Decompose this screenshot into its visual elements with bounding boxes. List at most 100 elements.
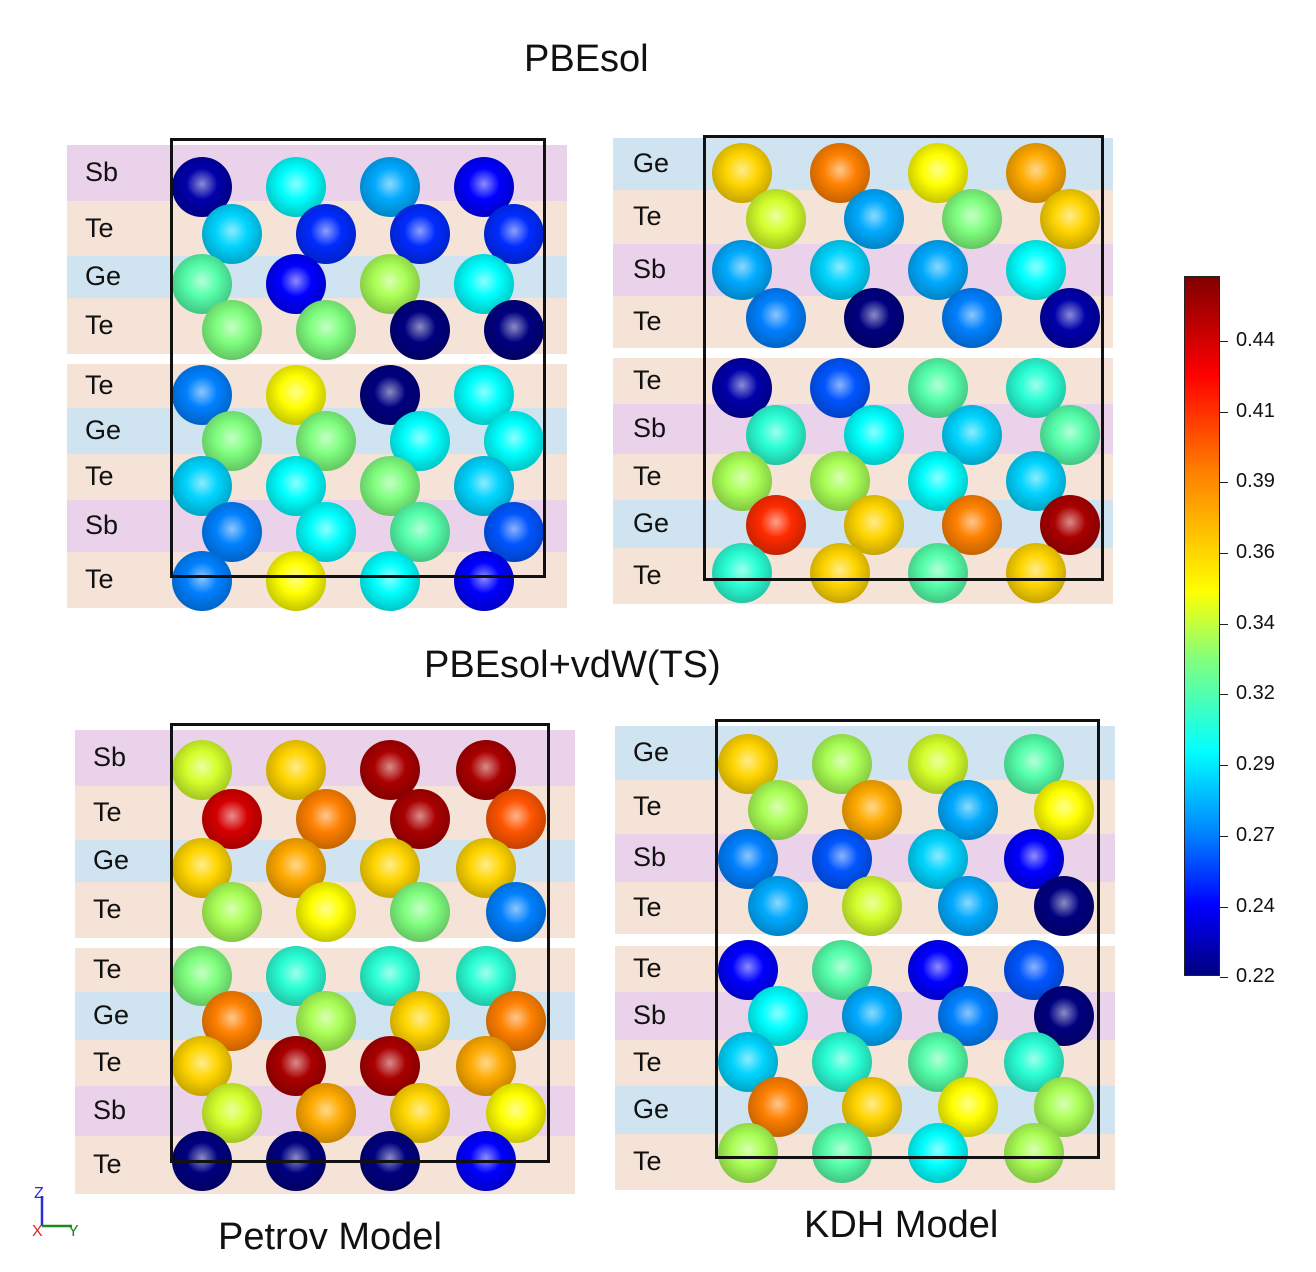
- colorbar-tick: [1220, 482, 1228, 483]
- axis-z-label: Z: [34, 1186, 44, 1202]
- layer-label: Sb: [633, 842, 667, 872]
- title-pbesol: PBEsol: [524, 38, 649, 80]
- atom: [1004, 1123, 1064, 1183]
- atom: [746, 189, 806, 249]
- colorbar-tick: [1220, 412, 1228, 413]
- atom: [360, 1131, 420, 1191]
- title-pbesol-vdw: PBEsol+vdW(TS): [424, 644, 721, 686]
- colorbar-tick-label: 0.22: [1236, 965, 1275, 987]
- layer-label: Te: [85, 212, 114, 243]
- layer-label: Te: [633, 306, 662, 336]
- colorbar-tick-label: 0.32: [1236, 682, 1275, 704]
- colorbar: [1184, 276, 1220, 976]
- layer-label: Te: [85, 310, 114, 340]
- title-petrov-model: Petrov Model: [218, 1216, 442, 1258]
- atom: [1034, 876, 1094, 936]
- layer-label: Te: [85, 564, 114, 594]
- axis-x-label: X: [32, 1223, 43, 1240]
- atom: [266, 551, 326, 611]
- atom: [486, 882, 546, 942]
- atom: [842, 876, 902, 936]
- atom: [390, 300, 450, 360]
- atom: [202, 204, 262, 264]
- colorbar-tick: [1220, 907, 1228, 908]
- colorbar-tick: [1220, 341, 1228, 342]
- colorbar-tick-label: 0.41: [1236, 400, 1275, 422]
- layer-label: Ge: [85, 415, 122, 445]
- layer-label: Te: [633, 461, 662, 491]
- layer-label: Te: [93, 797, 122, 827]
- colorbar-tick: [1220, 553, 1228, 554]
- layer-label: Te: [633, 560, 662, 590]
- layer-label: Te: [633, 892, 662, 922]
- atom: [712, 543, 772, 603]
- atom: [718, 1123, 778, 1183]
- atom: [1040, 495, 1100, 555]
- axis-y-label: Y: [68, 1223, 79, 1240]
- layer-label: Sb: [85, 157, 119, 187]
- atom: [390, 882, 450, 942]
- atom: [844, 495, 904, 555]
- layer-label: Te: [85, 461, 114, 491]
- atom: [360, 551, 420, 611]
- layer-label: Te: [93, 954, 122, 984]
- colorbar-tick-label: 0.24: [1236, 895, 1275, 917]
- atom: [942, 288, 1002, 348]
- colorbar-tick: [1220, 836, 1228, 837]
- atom: [1006, 543, 1066, 603]
- atom: [844, 189, 904, 249]
- colorbar-tick: [1220, 765, 1228, 766]
- atom: [812, 1123, 872, 1183]
- atom: [484, 300, 544, 360]
- colorbar-tick-label: 0.27: [1236, 824, 1275, 846]
- layer-label: Te: [633, 1047, 662, 1077]
- layer-label: Ge: [633, 737, 670, 767]
- layer-label: Sb: [93, 1095, 127, 1125]
- layer-label: Sb: [633, 1000, 667, 1030]
- atom: [746, 495, 806, 555]
- layer-label: Sb: [633, 254, 667, 284]
- atom: [942, 189, 1002, 249]
- layer-label: Te: [93, 1047, 122, 1077]
- layer-label: Te: [93, 1149, 122, 1179]
- atom: [1040, 288, 1100, 348]
- colorbar-tick-label: 0.29: [1236, 753, 1275, 775]
- atom: [296, 882, 356, 942]
- layer-label: Sb: [633, 413, 667, 443]
- colorbar-tick: [1220, 977, 1228, 978]
- layer-label: Te: [93, 894, 122, 924]
- title-kdh-model: KDH Model: [804, 1204, 999, 1246]
- layer-label: Te: [633, 201, 662, 231]
- atom: [296, 204, 356, 264]
- atom: [1040, 189, 1100, 249]
- layer-label: Te: [633, 1146, 662, 1176]
- atom: [942, 495, 1002, 555]
- layer-label: Ge: [633, 148, 670, 178]
- colorbar-tick-label: 0.44: [1236, 329, 1275, 351]
- atom: [202, 882, 262, 942]
- atom: [746, 288, 806, 348]
- layer-label: Ge: [93, 845, 130, 875]
- atom: [202, 300, 262, 360]
- layer-label: Ge: [85, 261, 122, 291]
- layer-label: Sb: [85, 510, 119, 540]
- atom: [172, 551, 232, 611]
- colorbar-tick: [1220, 694, 1228, 695]
- atom: [748, 876, 808, 936]
- atom: [390, 204, 450, 264]
- atom: [908, 543, 968, 603]
- layer-label: Sb: [93, 742, 127, 772]
- atom: [266, 1131, 326, 1191]
- colorbar-tick-label: 0.34: [1236, 612, 1275, 634]
- colorbar-tick: [1220, 624, 1228, 625]
- atom: [484, 204, 544, 264]
- axes-triad-icon: Z X Y: [32, 1186, 79, 1240]
- atom: [296, 300, 356, 360]
- atom: [938, 876, 998, 936]
- layer-label: Ge: [633, 508, 670, 538]
- layer-label: Ge: [633, 1094, 670, 1124]
- atom: [810, 543, 870, 603]
- layer-label: Ge: [93, 1000, 130, 1030]
- atom: [908, 1123, 968, 1183]
- layer-label: Te: [633, 791, 662, 821]
